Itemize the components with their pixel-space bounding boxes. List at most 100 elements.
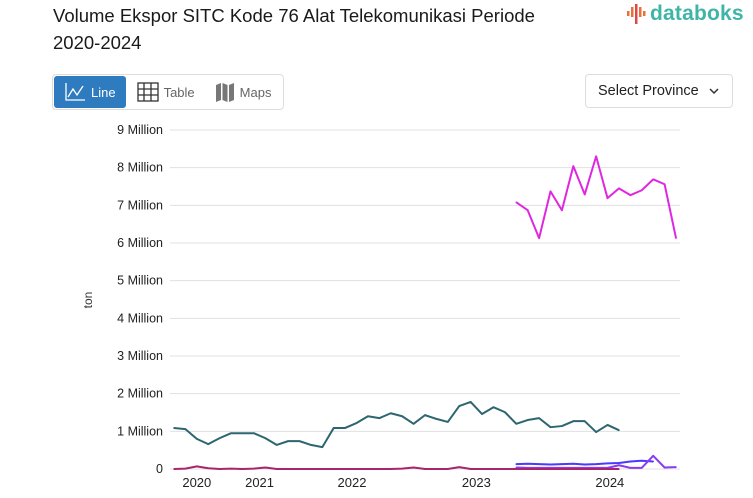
series-line-4 (173, 465, 619, 470)
data-point (355, 468, 358, 470)
data-point (184, 467, 187, 470)
databoks-logo: databoks (626, 2, 744, 26)
data-point (287, 440, 289, 442)
logo-text: databoks (650, 2, 744, 25)
data-point (515, 201, 518, 204)
data-point (458, 466, 461, 468)
data-point (549, 463, 552, 466)
view-tabs: Line Table Maps (52, 74, 284, 110)
data-point (595, 155, 597, 158)
data-point (538, 468, 540, 470)
data-point (583, 468, 586, 470)
data-point (526, 419, 529, 421)
province-select-label: Select Province (598, 83, 699, 99)
data-point (401, 415, 403, 418)
data-point (298, 468, 301, 470)
y-tick-label: 3 Million (117, 349, 163, 363)
data-point (367, 468, 369, 470)
province-select[interactable]: Select Province (585, 74, 733, 108)
data-point (515, 463, 518, 465)
x-tick-label: 2020 (182, 475, 211, 490)
data-point (218, 437, 221, 439)
y-tick-label: 5 Million (117, 274, 163, 288)
data-point (526, 462, 529, 465)
data-point (184, 428, 187, 430)
chart-title: Volume Ekspor SITC Kode 76 Alat Telekomu… (53, 5, 535, 53)
data-point (412, 423, 415, 425)
data-point (367, 415, 369, 418)
x-tick-label: 2022 (338, 475, 367, 490)
x-tick-label: 2021 (245, 475, 274, 490)
data-point (264, 466, 267, 469)
tab-line-label: Line (91, 84, 116, 100)
tab-maps[interactable]: Maps (205, 75, 282, 109)
data-point (663, 466, 666, 469)
data-point (561, 425, 563, 427)
data-point (583, 463, 586, 466)
data-point (344, 468, 346, 470)
data-point (424, 468, 426, 470)
data-point (481, 468, 483, 470)
data-point (652, 178, 654, 181)
data-point (412, 466, 415, 469)
data-point (515, 468, 518, 470)
data-point (595, 463, 597, 465)
data-point (549, 468, 552, 470)
data-point (538, 237, 540, 239)
line-chart-icon (65, 83, 85, 101)
data-point (640, 467, 643, 469)
tab-table[interactable]: Table (127, 75, 205, 109)
data-point (207, 467, 210, 470)
y-tick-label: 4 Million (117, 311, 163, 325)
data-point (321, 468, 324, 470)
data-point (173, 427, 175, 429)
data-point (618, 468, 620, 470)
y-tick-label: 0 (156, 462, 163, 476)
tab-table-label: Table (163, 84, 195, 100)
data-point (504, 468, 506, 470)
data-point (230, 432, 232, 435)
data-point (595, 431, 597, 433)
data-point (469, 468, 472, 470)
data-point (618, 187, 620, 190)
data-point (196, 438, 198, 440)
data-point (640, 189, 643, 192)
data-point (549, 190, 552, 193)
data-point (618, 429, 620, 432)
data-point (572, 165, 575, 167)
data-point (538, 463, 540, 465)
data-point (561, 463, 563, 465)
data-point (310, 444, 312, 446)
data-point (538, 417, 540, 419)
data-point (572, 468, 575, 470)
data-point (287, 468, 289, 470)
data-point (241, 432, 244, 435)
data-point (492, 468, 495, 470)
data-point (310, 468, 312, 470)
y-tick-label: 8 Million (117, 161, 163, 175)
data-point (561, 209, 563, 212)
data-point (355, 422, 358, 424)
data-point (264, 437, 267, 439)
series-line-0 (173, 400, 620, 449)
data-point (595, 468, 597, 470)
tab-line[interactable]: Line (54, 76, 126, 108)
data-point (652, 455, 654, 457)
data-point (378, 468, 381, 470)
table-icon (136, 82, 159, 102)
data-point (218, 468, 221, 470)
data-point (629, 460, 632, 463)
data-point (526, 209, 529, 212)
data-point (675, 466, 677, 468)
data-point (447, 421, 449, 423)
data-point (389, 468, 392, 470)
data-point (196, 465, 198, 468)
data-point (275, 468, 278, 470)
y-tick-label: 7 Million (117, 198, 163, 212)
y-tick-label: 9 Million (117, 123, 163, 137)
data-point (447, 468, 449, 470)
data-point (424, 414, 426, 416)
data-point (389, 412, 392, 415)
data-point (561, 468, 563, 470)
data-point (275, 444, 278, 446)
